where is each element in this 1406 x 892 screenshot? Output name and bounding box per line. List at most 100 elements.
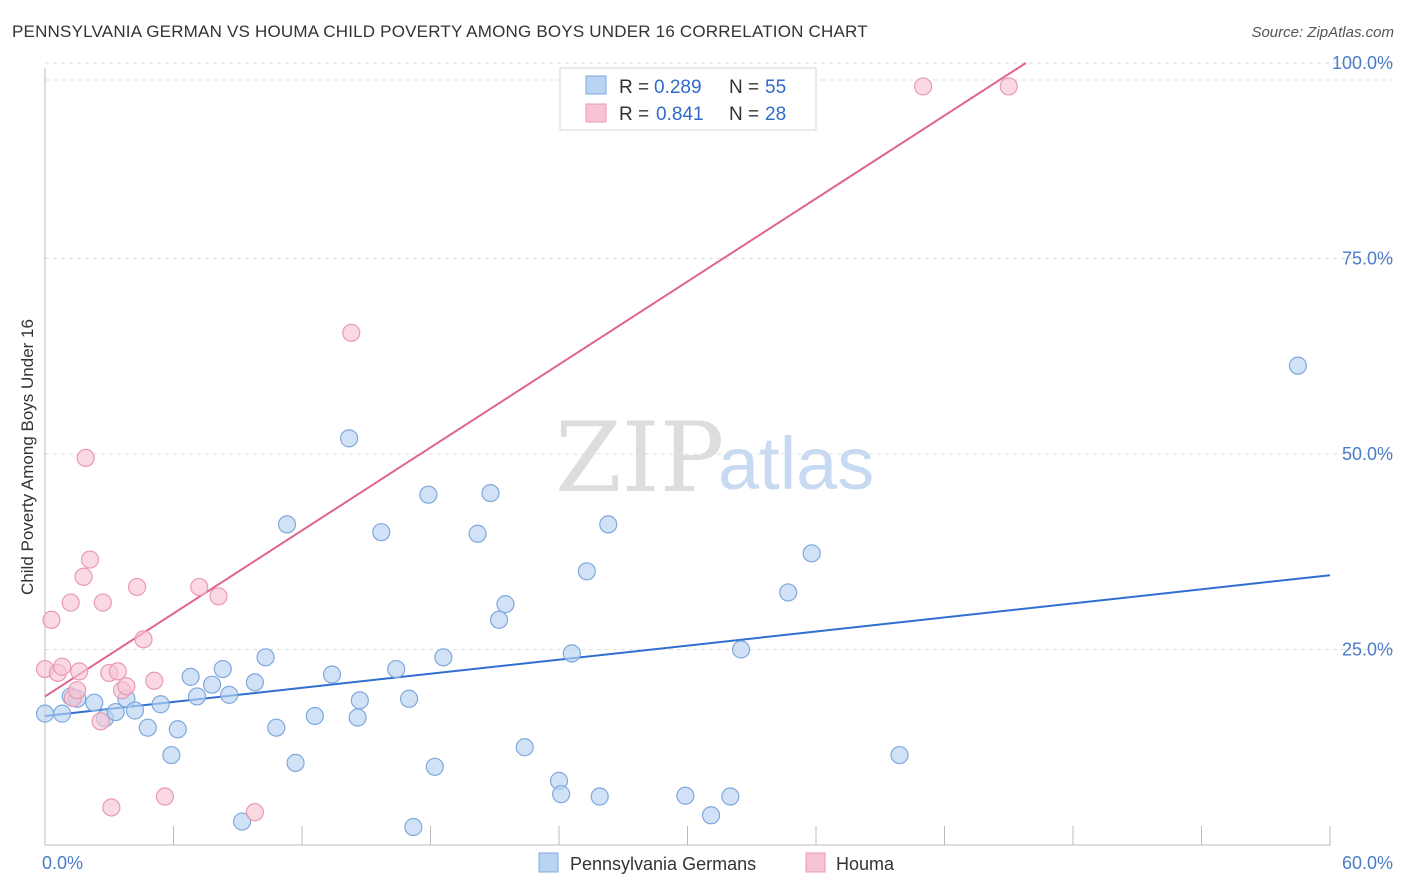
houma-point (80, 550, 100, 569)
pennsylvania-german-point (481, 484, 500, 503)
watermark-atlas: atlas (718, 422, 874, 505)
series-swatch-pennsylvania-germans (538, 852, 559, 873)
pennsylvania-german-point (340, 429, 359, 448)
pennsylvania-german-point (890, 745, 909, 765)
pennsylvania-german-trend-line (44, 574, 1331, 717)
pennsylvania-german-point (577, 562, 596, 581)
chart-title: PENNSYLVANIA GERMAN VS HOUMA CHILD POVER… (12, 22, 868, 41)
pennsylvania-german-point (162, 745, 181, 765)
pennsylvania-german-point (220, 685, 239, 704)
pennsylvania-german-point (489, 610, 509, 629)
x-tick-label: 60.0% (1342, 853, 1393, 873)
pennsylvania-german-point (496, 595, 515, 614)
houma-point (93, 593, 112, 612)
legend-n-value-pink: 28 (765, 104, 786, 125)
pennsylvania-german-point (245, 673, 264, 692)
legend-r-value-pink: 0.841 (656, 104, 704, 125)
pennsylvania-german-point (399, 689, 419, 708)
axes (44, 68, 1331, 846)
pennsylvania-german-point (387, 659, 406, 679)
pennsylvania-german-point (213, 659, 232, 679)
houma-point (68, 681, 87, 700)
houma-point (145, 671, 164, 690)
pennsylvania-german-point (168, 720, 187, 739)
pennsylvania-german-point (85, 693, 104, 712)
pennsylvania-german-point (267, 718, 286, 737)
houma-point (155, 787, 175, 806)
houma-point (102, 798, 121, 817)
y-tick-label: 25.0% (1342, 640, 1393, 660)
houma-point (53, 657, 72, 676)
houma-point (134, 630, 153, 649)
pennsylvania-german-point (202, 675, 222, 694)
pennsylvania-german-point (802, 544, 821, 563)
y-tick-label: 75.0% (1342, 249, 1393, 269)
pennsylvania-german-point (286, 753, 305, 772)
pennsylvania-german-point (515, 738, 534, 757)
pennsylvania-german-point (322, 665, 342, 684)
houma-trend-line (44, 62, 1027, 698)
legend-swatch-pink (585, 103, 607, 123)
pennsylvania-german-point (590, 787, 609, 806)
pennsylvania-german-point (404, 817, 423, 837)
watermark-zip: ZIP (555, 402, 724, 514)
pennsylvania-german-point (187, 687, 207, 706)
source-credit: Source: ZipAtlas.com (1251, 24, 1394, 41)
houma-point (42, 610, 61, 629)
houma-point (342, 323, 361, 342)
y-tick-label: 50.0% (1342, 444, 1393, 464)
y-axis-title: Child Poverty Among Boys Under 16 (18, 319, 37, 595)
houma-point (117, 677, 136, 696)
houma-point (76, 448, 95, 468)
legend-r-value-blue: 0.289 (654, 77, 702, 98)
pennsylvania-german-point (125, 701, 145, 720)
pennsylvania-german-point (434, 648, 453, 667)
x-tick-label: 0.0% (42, 853, 83, 873)
tick-labels: 25.0% 50.0% 75.0% 100.0% 0.0% 60.0% (42, 53, 1393, 873)
series-swatch-houma (805, 852, 826, 873)
pennsylvania-german-point (138, 718, 157, 737)
pennsylvania-german-point (350, 691, 369, 710)
pennsylvania-german-point (256, 648, 275, 667)
series-label-houma: Houma (836, 854, 895, 874)
series-legend: Pennsylvania Germans Houma (538, 852, 895, 874)
houma-point (209, 587, 228, 606)
pennsylvania-german-point (468, 524, 487, 543)
pennsylvania-german-point (277, 515, 297, 534)
stats-legend: R = 0.289 N = 55 R = 0.841 N = 28 (559, 67, 817, 131)
houma-point (108, 662, 127, 681)
y-tick-label: 100.0% (1332, 53, 1393, 73)
legend-n-value-blue: 55 (765, 77, 786, 98)
legend-r-label-pink: R = (619, 104, 649, 125)
pennsylvania-german-point (701, 806, 721, 825)
trend-lines (44, 62, 1331, 717)
houma-point (91, 712, 110, 731)
legend-swatch-blue (585, 75, 607, 95)
legend-n-label-pink: N = (729, 104, 759, 125)
houma-point (913, 77, 933, 96)
legend-r-label-blue: R = (619, 77, 649, 98)
pennsylvania-german-point (731, 640, 751, 659)
watermark: ZIP atlas (555, 402, 874, 514)
pennsylvania-german-point (676, 786, 695, 805)
pennsylvania-german-point (232, 812, 252, 831)
houma-point (245, 803, 264, 822)
series-label-pennsylvania-germans: Pennsylvania Germans (570, 854, 756, 874)
houma-point (61, 593, 80, 612)
houma-point (127, 577, 147, 597)
pennsylvania-german-point (181, 667, 200, 686)
pennsylvania-german-point (419, 485, 438, 504)
houma-point (70, 662, 89, 681)
pennsylvania-german-point (151, 695, 170, 714)
pennsylvania-german-point (348, 708, 367, 727)
houma-point (74, 567, 93, 586)
pennsylvania-german-point (721, 787, 740, 806)
pennsylvania-german-point (35, 704, 55, 723)
legend-n-label-blue: N = (729, 77, 759, 98)
gridlines (45, 62, 1395, 650)
houma-point (999, 77, 1018, 96)
pennsylvania-german-point (562, 644, 581, 663)
pennsylvania-german-point (305, 706, 324, 726)
pennsylvania-german-point (372, 523, 391, 542)
